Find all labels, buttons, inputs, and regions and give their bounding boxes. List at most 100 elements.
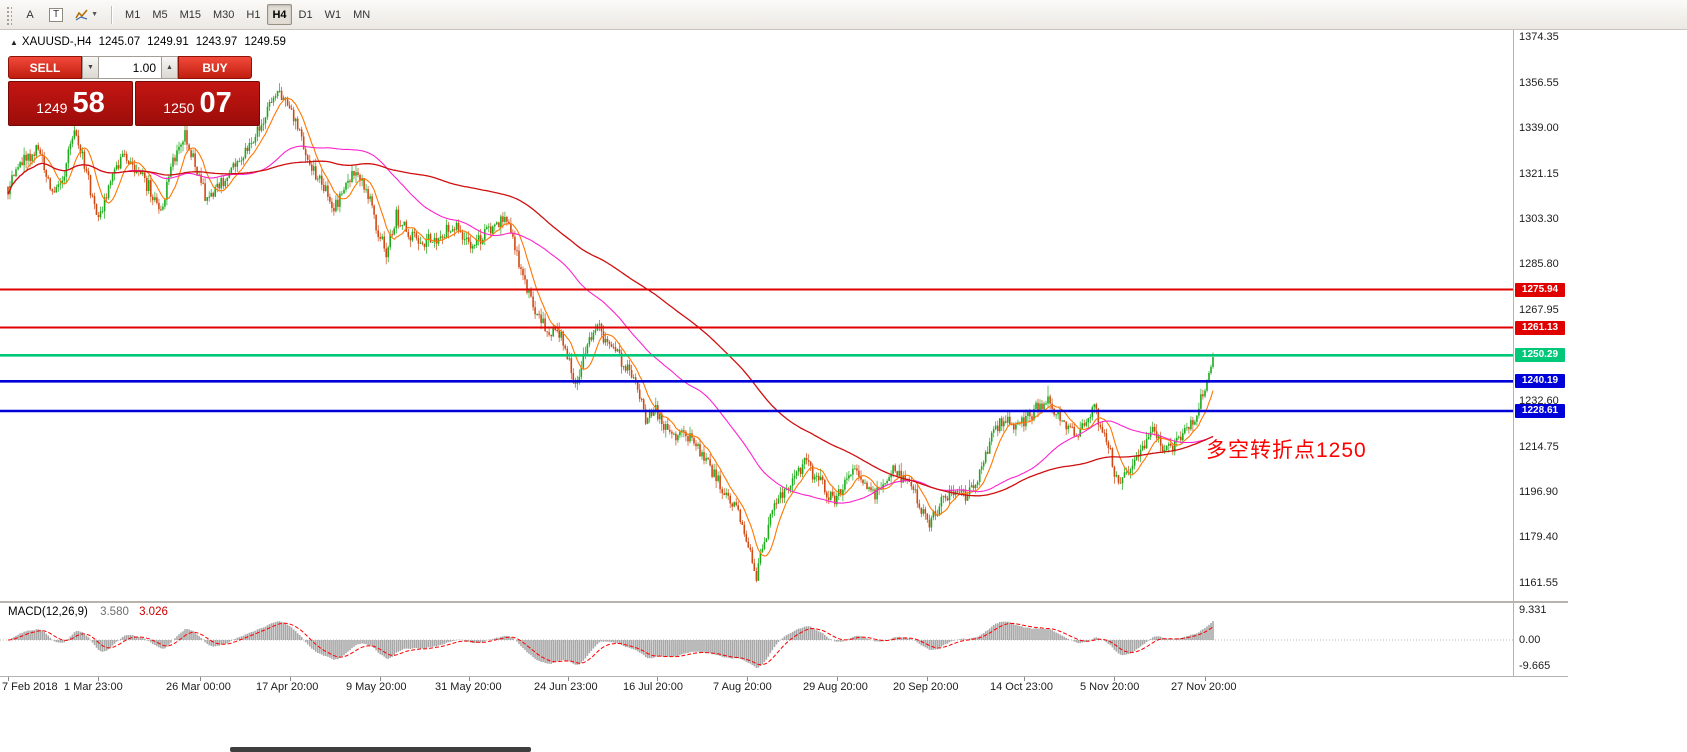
time-axis-label: 1 Mar 23:00 — [64, 681, 123, 693]
time-axis-label: 7 Aug 20:00 — [713, 681, 772, 693]
price-axis-label: 1285.80 — [1519, 258, 1559, 271]
time-axis-tick — [290, 677, 291, 681]
buy-price-panel[interactable]: 1250 07 — [135, 81, 260, 126]
one-click-trade-widget: SELL ▼ ▲ BUY 1249 58 1250 07 — [8, 56, 260, 126]
low-value: 1243.97 — [195, 36, 238, 48]
chart-text-annotation[interactable]: 多空转折点1250 — [1206, 439, 1367, 462]
price-axis-label: 1214.75 — [1519, 440, 1559, 453]
ma-slow-line[interactable] — [7, 160, 1214, 497]
timeframe-h4[interactable]: H4 — [267, 4, 292, 25]
macd-signal-line — [7, 622, 1214, 666]
price-axis-label: 1374.35 — [1519, 31, 1559, 43]
time-axis-label: 26 Mar 00:00 — [166, 681, 231, 693]
volume-up-button[interactable]: ▲ — [161, 56, 178, 79]
sell-price-pips: 58 — [72, 87, 105, 119]
time-axis-label: 14 Oct 23:00 — [990, 681, 1053, 693]
macd-axis-zero: 0.00 — [1519, 634, 1541, 646]
pane-divider[interactable] — [0, 601, 1568, 603]
price-axis: 1374.35 1356.55 1339.00 1321.15 1303.30 1285.… — [1513, 30, 1588, 601]
volume-input[interactable] — [99, 56, 161, 79]
macd-axis-max: 9.331 — [1519, 604, 1547, 616]
sell-price-main: 1249 — [36, 99, 68, 116]
timeframe-m15[interactable]: M15 — [175, 4, 206, 25]
time-axis-tick — [1024, 677, 1025, 681]
ohlc-header: ▲ XAUUSD-,H4 1245.07 1249.91 1243.97 124… — [10, 36, 286, 48]
price-axis-label: 1321.15 — [1519, 167, 1559, 180]
ma-medium-line[interactable] — [7, 145, 1214, 504]
macd-indicator-pane[interactable] — [0, 603, 1513, 676]
arrow-tool-button[interactable]: A — [18, 4, 42, 25]
time-axis-tick — [380, 677, 381, 681]
objects-dropdown-button[interactable]: ▼ — [70, 4, 103, 25]
time-axis-tick — [469, 677, 470, 681]
buy-price-main: 1250 — [163, 99, 195, 116]
timeframe-d1[interactable]: D1 — [294, 4, 318, 25]
timeframe-m30[interactable]: M30 — [208, 4, 239, 25]
chevron-down-icon: ▼ — [91, 11, 99, 18]
high-value: 1249.91 — [147, 36, 189, 48]
timeframe-mn[interactable]: MN — [348, 4, 375, 25]
price-axis-label: 1161.55 — [1519, 577, 1558, 590]
open-value: 1245.07 — [98, 36, 141, 48]
price-level-badge[interactable]: 1240.19 — [1515, 374, 1565, 389]
time-axis-label: 27 Nov 20:00 — [1171, 681, 1237, 693]
time-axis-tick — [1114, 677, 1115, 681]
timeframe-h1[interactable]: H1 — [241, 4, 265, 25]
trade-controls-row: SELL ▼ ▲ BUY — [8, 56, 260, 79]
time-axis-label: 5 Nov 20:00 — [1080, 681, 1140, 693]
sell-button[interactable]: SELL — [8, 56, 82, 79]
buy-button[interactable]: BUY — [178, 56, 252, 79]
macd-histogram — [9, 621, 1214, 668]
volume-down-button[interactable]: ▼ — [82, 56, 99, 79]
time-axis-tick — [927, 677, 928, 681]
toolbar-separator — [111, 5, 113, 24]
up-candle-wicks — [9, 83, 1214, 581]
price-axis-label: 1196.90 — [1519, 486, 1558, 499]
time-axis-tick — [1205, 677, 1206, 681]
macd-main-value: 3.580 — [100, 606, 129, 618]
price-level-badge[interactable]: 1261.13 — [1515, 320, 1565, 335]
time-axis-tick — [747, 677, 748, 681]
time-axis-label: 7 Feb 2018 — [2, 681, 58, 693]
time-axis-tick — [8, 677, 9, 681]
price-level-badge[interactable]: 1228.61 — [1515, 403, 1565, 418]
time-axis-tick — [200, 677, 201, 681]
symbol-label: XAUUSD-,H4 — [21, 36, 92, 48]
toolbar-grip-icon[interactable] — [5, 4, 12, 25]
price-axis-label: 1267.95 — [1519, 304, 1559, 317]
time-axis-label: 20 Sep 20:00 — [893, 681, 959, 693]
timeframe-w1[interactable]: W1 — [320, 4, 347, 25]
arrow-tool-label: A — [26, 8, 34, 21]
price-level-badge[interactable]: 1250.29 — [1515, 348, 1565, 363]
candlestick-chart[interactable] — [0, 30, 1513, 601]
text-tool-button[interactable]: T — [44, 4, 68, 25]
time-axis-tick — [568, 677, 569, 681]
macd-axis-min: -9.665 — [1519, 660, 1551, 672]
price-axis-label: 1339.00 — [1519, 121, 1559, 134]
macd-name: MACD(12,26,9) — [8, 606, 88, 618]
time-axis-label: 17 Apr 20:00 — [256, 681, 319, 693]
time-axis-label: 24 Jun 23:00 — [534, 681, 598, 693]
macd-signal-value: 3.026 — [139, 606, 168, 618]
time-axis-tick — [98, 677, 99, 681]
macd-indicator-label: MACD(12,26,9) 3.580 3.026 — [8, 606, 168, 618]
price-axis-label: 1232.60 — [1519, 394, 1559, 407]
price-axis-label: 1356.55 — [1519, 76, 1559, 89]
horizontal-scrollbar-handle[interactable] — [230, 747, 531, 752]
caret-down-icon: ▼ — [87, 64, 94, 71]
zigzag-icon — [75, 9, 88, 21]
time-axis: 7 Feb 2018 1 Mar 23:00 26 Mar 00:00 17 Apr … — [0, 676, 1568, 697]
price-axis-label: 1179.40 — [1519, 531, 1558, 544]
trade-prices-row: 1249 58 1250 07 — [8, 81, 260, 126]
caret-up-icon: ▲ — [166, 64, 173, 71]
close-value: 1249.59 — [244, 36, 286, 48]
price-level-badge[interactable]: 1275.94 — [1515, 282, 1565, 297]
macd-chart — [0, 621, 1513, 668]
timeframe-m5[interactable]: M5 — [147, 4, 172, 25]
text-tool-label: T — [49, 7, 64, 22]
time-axis-label: 9 May 20:00 — [346, 681, 407, 693]
sell-price-panel[interactable]: 1249 58 — [8, 81, 133, 126]
top-toolbar: A T ▼ M1 M5 M15 M30 H1 H4 D1 W1 MN — [0, 0, 1687, 30]
timeframe-m1[interactable]: M1 — [120, 4, 145, 25]
time-axis-label: 29 Aug 20:00 — [803, 681, 868, 693]
